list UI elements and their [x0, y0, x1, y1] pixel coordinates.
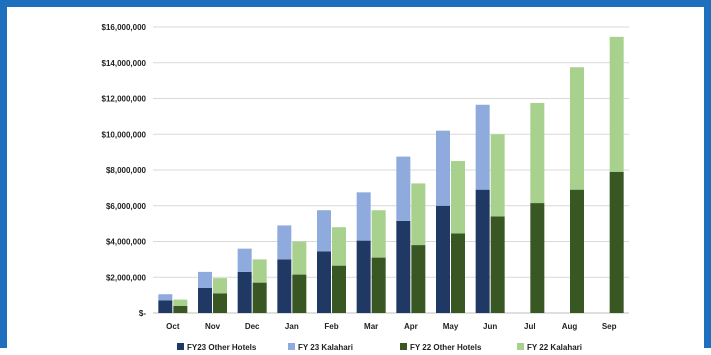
- legend-swatch: [400, 343, 407, 350]
- bar-segment: [317, 210, 331, 252]
- bar-segment: [451, 161, 465, 234]
- legend-swatch: [517, 343, 524, 350]
- bar-segment: [173, 299, 188, 306]
- bar-segment: [436, 130, 450, 206]
- x-axis-labels: Oct Nov Dec Jan Feb Mar Apr May Jun Jul Aug Sep: [166, 322, 616, 331]
- bar-segment: [292, 241, 307, 275]
- x-tick-label: Apr: [404, 322, 418, 331]
- bar-segment: [411, 183, 426, 246]
- y-tick-label: $16,000,000: [102, 23, 147, 32]
- bar-segment: [332, 265, 346, 313]
- bar-segment: [158, 294, 173, 301]
- x-tick-label: Dec: [245, 322, 260, 331]
- x-tick-label: Oct: [166, 322, 180, 331]
- bar-segment: [332, 227, 346, 266]
- bar-segment: [277, 225, 292, 260]
- bar-segment: [356, 192, 371, 241]
- bar-segment: [411, 245, 426, 313]
- bar-segment: [570, 189, 584, 313]
- bar-segment: [173, 305, 188, 313]
- x-tick-label: Mar: [364, 322, 378, 331]
- y-tick-label: $-: [139, 309, 146, 318]
- bar-segment: [475, 189, 490, 313]
- bar-segment: [371, 257, 386, 313]
- bar-segment: [396, 220, 411, 313]
- bar-segment: [213, 278, 227, 294]
- bar-segment: [436, 205, 450, 313]
- x-tick-label: Jun: [483, 322, 497, 331]
- bar-segment: [317, 251, 331, 313]
- bars: [158, 36, 624, 313]
- bar-segment: [396, 156, 411, 221]
- bar-segment: [158, 300, 173, 313]
- y-tick-label: $6,000,000: [106, 202, 147, 211]
- bar-segment: [237, 248, 252, 272]
- x-tick-label: Aug: [562, 322, 578, 331]
- bar-segment: [252, 259, 267, 283]
- bar-segment: [356, 240, 371, 313]
- bar-segment: [371, 210, 386, 258]
- x-tick-label: Nov: [205, 322, 221, 331]
- bar-segment: [530, 203, 545, 313]
- bar-segment: [490, 134, 505, 217]
- bar-segment: [570, 67, 584, 190]
- bar-segment: [609, 171, 624, 313]
- bar-segment: [198, 287, 212, 313]
- y-tick-label: $2,000,000: [106, 273, 147, 282]
- bar-segment: [198, 271, 212, 288]
- legend-swatch: [177, 343, 184, 350]
- y-tick-label: $12,000,000: [102, 95, 147, 104]
- legend-swatch: [288, 343, 295, 350]
- y-tick-label: $4,000,000: [106, 238, 147, 247]
- bar-segment: [292, 274, 307, 313]
- bar-segment: [237, 271, 252, 313]
- y-tick-label: $10,000,000: [102, 130, 147, 139]
- gridlines: [153, 26, 629, 314]
- y-axis-labels: $- $2,000,000 $4,000,000 $6,000,000 $8,000,0…: [102, 23, 147, 318]
- y-tick-label: $8,000,000: [106, 166, 147, 175]
- x-tick-label: May: [443, 322, 459, 331]
- stacked-bar-chart: $- $2,000,000 $4,000,000 $6,000,000 $8,000,0…: [102, 23, 629, 352]
- x-tick-label: Jan: [285, 322, 299, 331]
- bar-segment: [475, 104, 490, 190]
- bar-segment: [252, 282, 267, 313]
- y-tick-label: $14,000,000: [102, 59, 147, 68]
- bar-segment: [490, 216, 505, 313]
- bar-segment: [451, 233, 465, 313]
- bar-segment: [277, 259, 292, 313]
- x-tick-label: Sep: [602, 322, 617, 331]
- x-tick-label: Jul: [524, 322, 536, 331]
- bar-segment: [530, 102, 545, 204]
- bar-segment: [213, 293, 227, 313]
- bar-segment: [609, 36, 624, 172]
- x-tick-label: Feb: [324, 322, 338, 331]
